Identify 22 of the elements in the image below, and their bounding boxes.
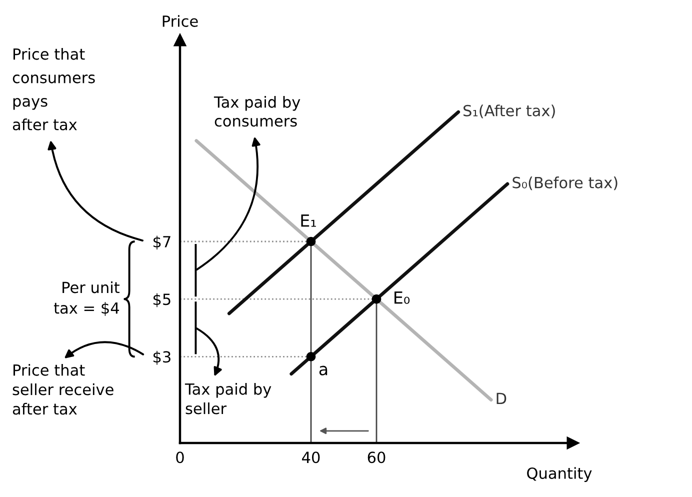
- point: [372, 294, 382, 304]
- series-label: D: [496, 392, 506, 404]
- series-label: E₀: [394, 292, 410, 304]
- text: Price that consumers pays after tax: [12, 48, 95, 130]
- text: Per unit tax = $4: [54, 281, 120, 316]
- point: [306, 236, 316, 246]
- x-tick-label: 60: [368, 452, 386, 464]
- x-tick-label: 40: [302, 452, 320, 464]
- y-tick-label: $3: [153, 350, 170, 365]
- series-label: S₀(Before tax): [512, 176, 618, 190]
- annotation: Tax paid by consumers: [214, 96, 300, 127]
- series-label: a: [319, 366, 328, 376]
- annotation: Tax paid by seller: [184, 383, 272, 414]
- y-axis-title: Price: [162, 15, 198, 27]
- x-axis-title: Quantity: [527, 467, 592, 482]
- point: [306, 352, 316, 362]
- x-tick-label: 0: [176, 452, 184, 464]
- y-tick-label: $5: [153, 293, 170, 308]
- series-label: E₁: [301, 214, 316, 227]
- y-tick-label: $7: [153, 236, 170, 250]
- text: Price that seller receive after tax: [12, 364, 114, 415]
- series-label: S₁(After tax): [464, 104, 555, 118]
